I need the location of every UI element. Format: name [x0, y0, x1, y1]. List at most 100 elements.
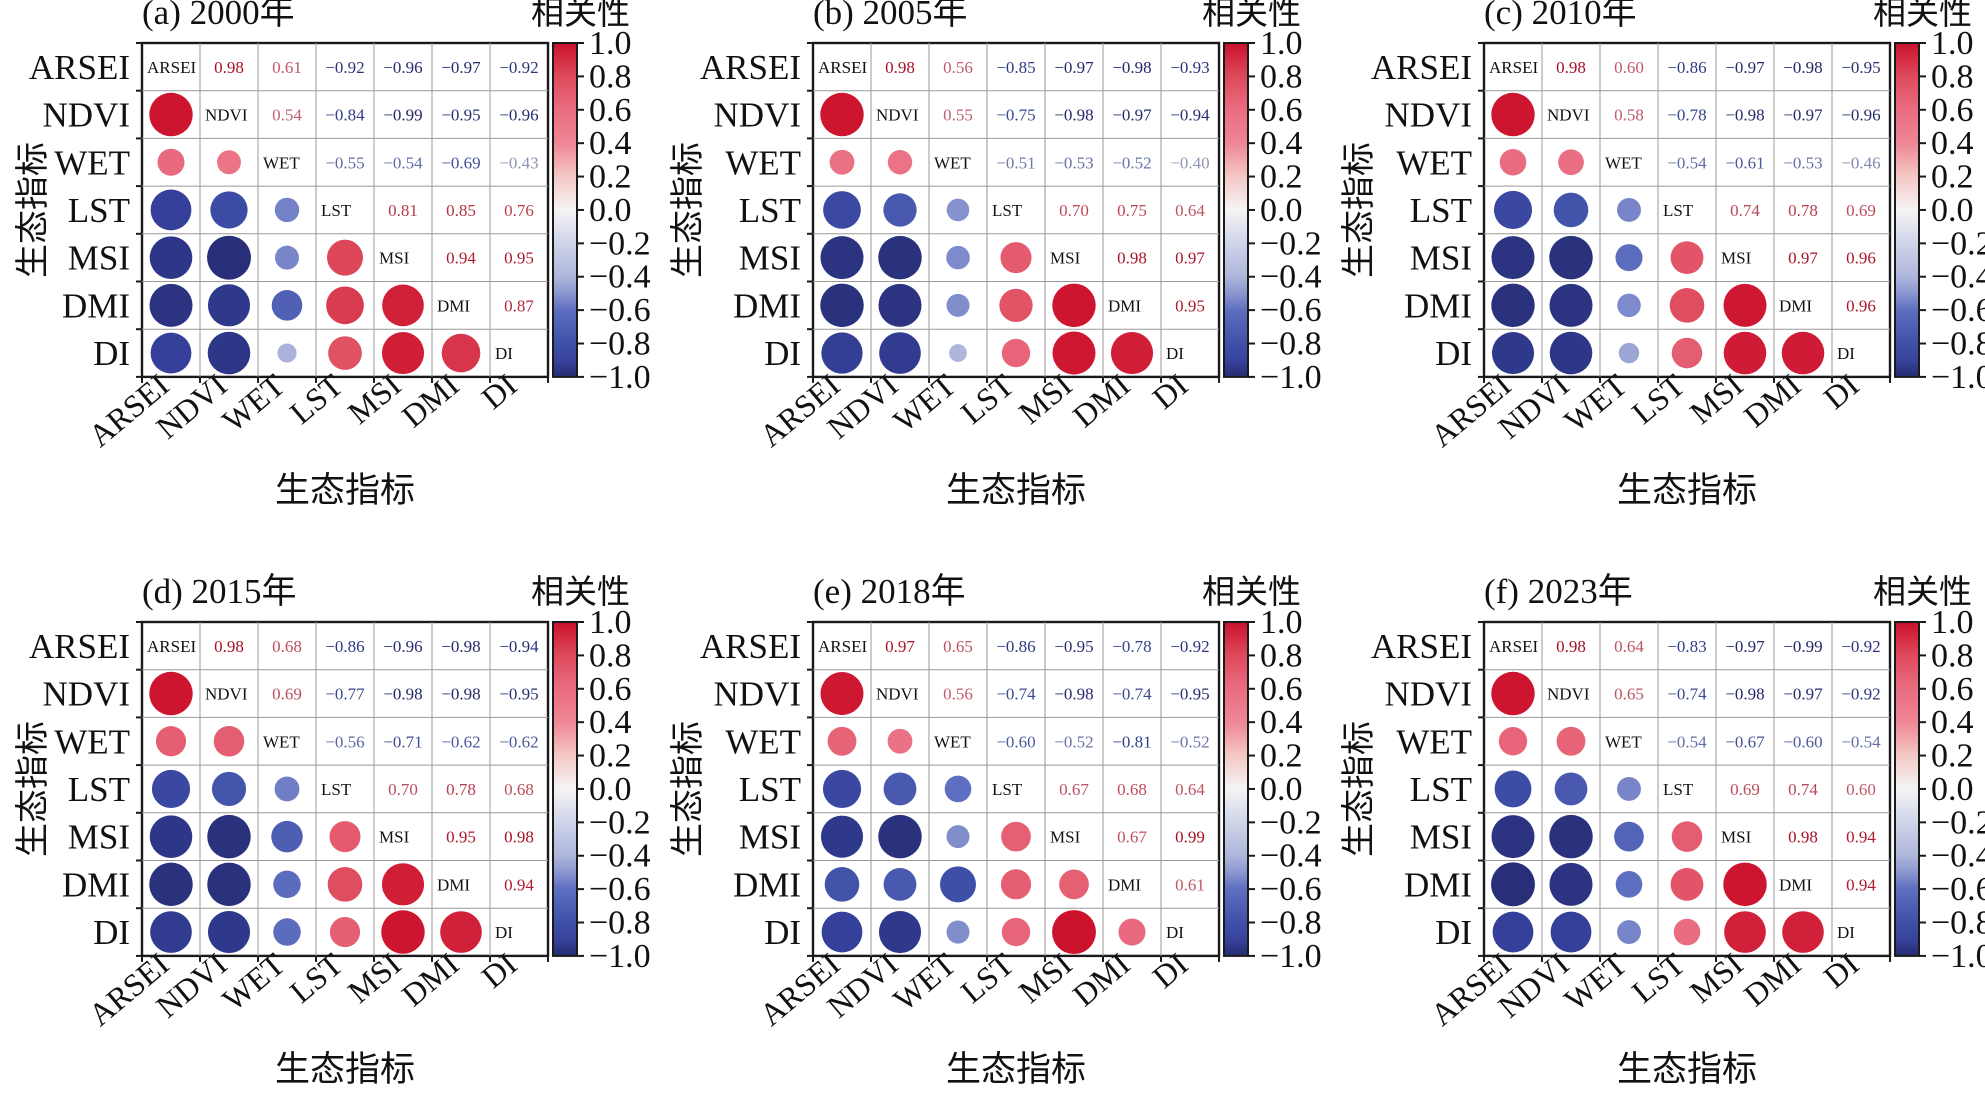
svg-text:−0.78: −0.78 — [1112, 637, 1151, 656]
svg-text:−1.0: −1.0 — [1260, 359, 1322, 396]
svg-text:0.4: 0.4 — [1931, 704, 1974, 741]
svg-text:−0.6: −0.6 — [589, 871, 651, 908]
svg-text:−0.6: −0.6 — [1260, 871, 1322, 908]
svg-text:NDVI: NDVI — [714, 96, 801, 135]
svg-text:0.98: 0.98 — [1556, 637, 1586, 656]
svg-text:−0.98: −0.98 — [1054, 685, 1093, 704]
svg-text:−0.98: −0.98 — [383, 685, 422, 704]
svg-text:ARSEI: ARSEI — [1371, 48, 1472, 87]
svg-text:LST: LST — [1663, 201, 1694, 220]
svg-text:生态指标: 生态指标 — [1617, 1050, 1757, 1088]
svg-text:0.6: 0.6 — [589, 92, 632, 129]
svg-text:0.85: 0.85 — [446, 201, 476, 220]
svg-text:DI: DI — [1166, 344, 1184, 363]
svg-text:0.2: 0.2 — [589, 738, 632, 775]
svg-text:−0.8: −0.8 — [1931, 905, 1985, 942]
svg-text:−0.85: −0.85 — [996, 58, 1035, 77]
svg-text:0.69: 0.69 — [272, 685, 302, 704]
svg-text:−1.0: −1.0 — [1931, 359, 1985, 396]
svg-text:0.64: 0.64 — [1175, 780, 1205, 799]
svg-text:DI: DI — [93, 913, 130, 952]
svg-text:−0.81: −0.81 — [1112, 732, 1151, 751]
svg-text:−0.2: −0.2 — [589, 225, 651, 262]
svg-text:NDVI: NDVI — [43, 675, 130, 714]
svg-text:−0.6: −0.6 — [589, 292, 651, 329]
svg-text:WET: WET — [54, 143, 130, 182]
svg-text:0.0: 0.0 — [589, 771, 632, 808]
svg-text:0.61: 0.61 — [1175, 875, 1205, 894]
svg-text:0.0: 0.0 — [589, 192, 632, 229]
svg-text:0.67: 0.67 — [1117, 828, 1147, 847]
svg-text:−0.98: −0.98 — [441, 637, 480, 656]
svg-text:(e) 2018年: (e) 2018年 — [813, 572, 966, 611]
svg-text:WET: WET — [1605, 153, 1642, 172]
svg-text:0.98: 0.98 — [885, 58, 915, 77]
svg-text:−0.69: −0.69 — [441, 153, 480, 172]
svg-text:NDVI: NDVI — [205, 106, 248, 125]
svg-text:−0.98: −0.98 — [1054, 106, 1093, 125]
svg-text:生态指标: 生态指标 — [1617, 471, 1757, 510]
svg-text:−0.97: −0.97 — [1725, 58, 1765, 77]
svg-text:−0.52: −0.52 — [1112, 153, 1151, 172]
svg-text:−0.2: −0.2 — [1260, 804, 1322, 841]
svg-text:−0.98: −0.98 — [1725, 106, 1764, 125]
svg-text:0.2: 0.2 — [1260, 738, 1303, 775]
svg-text:MSI: MSI — [68, 239, 130, 278]
svg-text:−0.95: −0.95 — [499, 685, 538, 704]
svg-text:MSI: MSI — [739, 818, 801, 857]
svg-text:ARSEI: ARSEI — [818, 637, 867, 656]
svg-text:−0.6: −0.6 — [1931, 292, 1985, 329]
svg-text:−0.98: −0.98 — [1783, 58, 1822, 77]
svg-text:0.8: 0.8 — [1931, 58, 1974, 95]
svg-text:−0.92: −0.92 — [1841, 685, 1880, 704]
svg-text:LST: LST — [68, 191, 130, 230]
svg-text:−0.4: −0.4 — [589, 838, 651, 875]
svg-text:0.78: 0.78 — [446, 780, 476, 799]
svg-text:相关性: 相关性 — [531, 0, 630, 32]
svg-text:DMI: DMI — [733, 865, 801, 904]
svg-text:DI: DI — [495, 344, 513, 363]
svg-text:−0.67: −0.67 — [1725, 732, 1765, 751]
svg-text:0.70: 0.70 — [1059, 201, 1089, 220]
svg-text:−0.84: −0.84 — [325, 106, 365, 125]
svg-text:NDVI: NDVI — [1547, 685, 1590, 704]
svg-text:NDVI: NDVI — [1385, 675, 1472, 714]
svg-text:WET: WET — [725, 143, 801, 182]
svg-text:−0.74: −0.74 — [1667, 685, 1707, 704]
svg-text:0.76: 0.76 — [504, 201, 534, 220]
svg-text:0.56: 0.56 — [943, 685, 973, 704]
svg-text:DI: DI — [1435, 334, 1472, 373]
svg-text:WET: WET — [725, 722, 801, 761]
svg-text:LST: LST — [992, 780, 1023, 799]
svg-text:−0.4: −0.4 — [1260, 259, 1322, 296]
svg-text:DI: DI — [764, 334, 801, 373]
svg-text:−0.97: −0.97 — [1783, 685, 1823, 704]
svg-text:−0.54: −0.54 — [1667, 153, 1707, 172]
svg-text:0.6: 0.6 — [1931, 671, 1974, 708]
svg-text:0.98: 0.98 — [504, 828, 534, 847]
svg-text:NDVI: NDVI — [43, 96, 130, 135]
svg-text:DMI: DMI — [1779, 875, 1812, 894]
svg-text:0.64: 0.64 — [1614, 637, 1644, 656]
svg-text:MSI: MSI — [379, 249, 410, 268]
svg-text:−0.99: −0.99 — [383, 106, 422, 125]
svg-text:0.2: 0.2 — [1931, 738, 1974, 775]
svg-text:DMI: DMI — [62, 286, 130, 325]
svg-text:DI: DI — [495, 923, 513, 942]
svg-text:0.96: 0.96 — [1846, 296, 1876, 315]
svg-text:−0.4: −0.4 — [1931, 838, 1985, 875]
svg-text:WET: WET — [1396, 722, 1472, 761]
svg-text:0.8: 0.8 — [589, 637, 632, 674]
svg-text:MSI: MSI — [68, 818, 130, 857]
svg-text:DMI: DMI — [1404, 865, 1472, 904]
svg-text:(f) 2023年: (f) 2023年 — [1484, 572, 1633, 611]
svg-text:−0.46: −0.46 — [1841, 153, 1880, 172]
svg-text:生态指标: 生态指标 — [275, 1050, 415, 1088]
svg-text:0.8: 0.8 — [1260, 637, 1303, 674]
svg-text:−0.56: −0.56 — [325, 732, 364, 751]
svg-text:DMI: DMI — [1108, 875, 1141, 894]
svg-text:−0.54: −0.54 — [1667, 732, 1707, 751]
svg-text:0.69: 0.69 — [1846, 201, 1876, 220]
svg-text:−0.78: −0.78 — [1667, 106, 1706, 125]
svg-text:0.87: 0.87 — [504, 296, 534, 315]
